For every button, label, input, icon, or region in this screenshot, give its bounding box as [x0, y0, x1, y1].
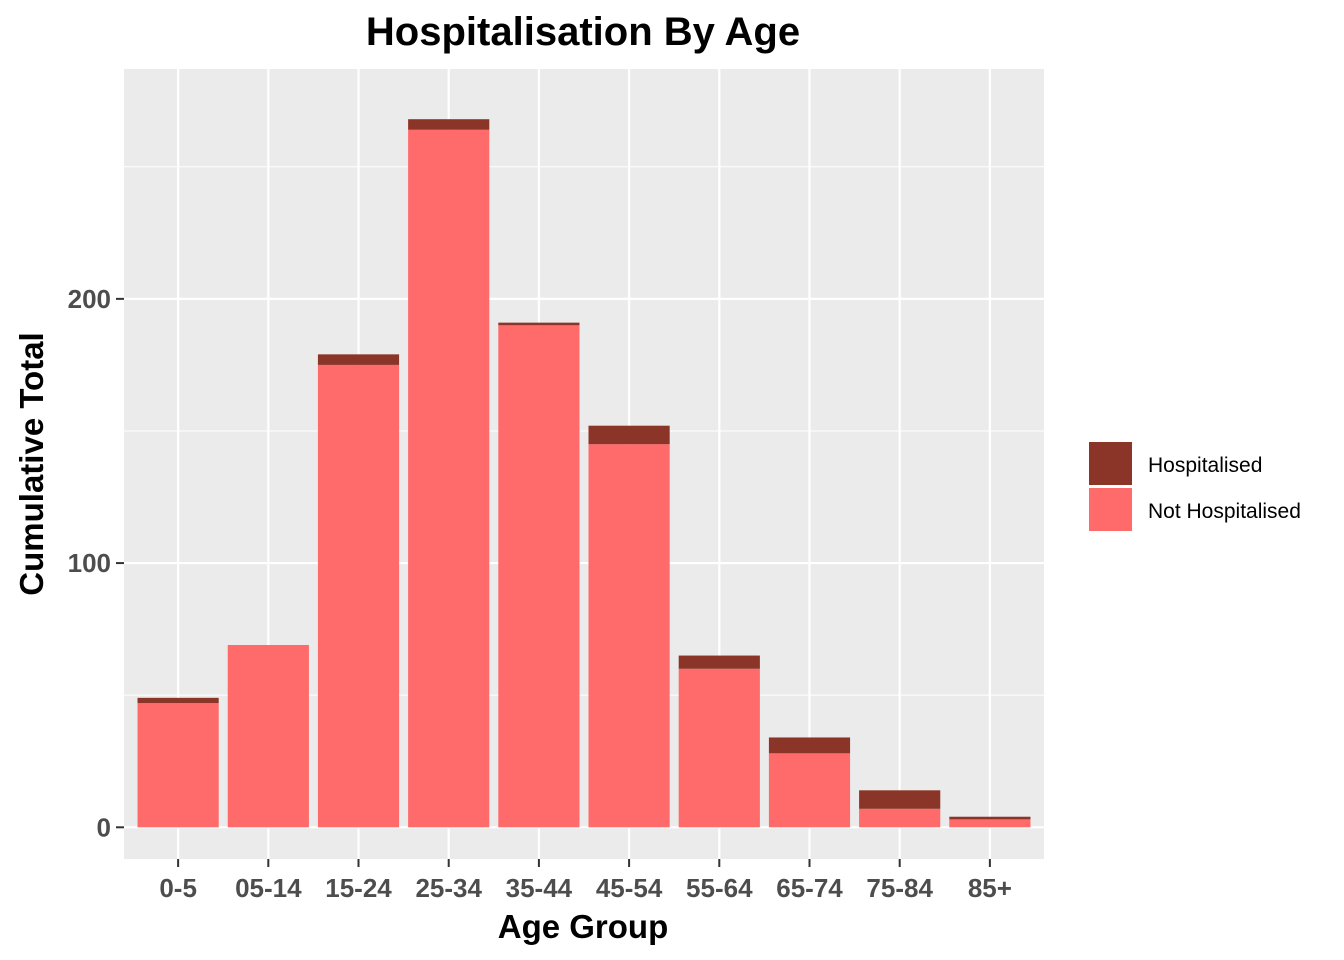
- chart-title: Hospitalisation By Age: [366, 10, 800, 54]
- bar-hospitalised: [588, 425, 670, 445]
- bar-hospitalised: [859, 790, 941, 809]
- bar-hospitalised: [317, 354, 400, 365]
- bar-not-hospitalised: [498, 325, 580, 828]
- bar-not-hospitalised: [588, 444, 670, 828]
- x-tick-label: 25-34: [415, 873, 482, 903]
- bar-hospitalised: [498, 322, 580, 326]
- bars: [137, 119, 1031, 828]
- bar-hospitalised: [408, 119, 490, 130]
- legend-key-hospitalised: [1089, 442, 1132, 485]
- legend-key-not-hospitalised: [1089, 488, 1132, 531]
- legend: Hospitalised Not Hospitalised: [1089, 442, 1301, 531]
- legend-label-hospitalised: Hospitalised: [1148, 454, 1262, 477]
- bar-not-hospitalised: [768, 753, 851, 828]
- y-tick-label: 100: [68, 548, 111, 578]
- axis-ticks: 0 100 200 0-5 05-14 15-24 25-34 35-44 45-54 55-64…: [68, 284, 1012, 903]
- x-tick-label: 65-74: [776, 873, 843, 903]
- legend-label-not-hospitalised: Not Hospitalised: [1148, 500, 1301, 523]
- bar-not-hospitalised: [949, 819, 1031, 828]
- bar-hospitalised: [137, 697, 219, 704]
- bar-hospitalised: [949, 816, 1031, 820]
- bar-hospitalised: [768, 737, 851, 754]
- x-tick-label: 45-54: [596, 873, 663, 903]
- bar-not-hospitalised: [678, 668, 760, 828]
- y-tick-label: 200: [68, 284, 111, 314]
- bar-not-hospitalised: [408, 129, 490, 828]
- x-tick-label: 75-84: [866, 873, 933, 903]
- x-tick-label: 55-64: [686, 873, 753, 903]
- bar-not-hospitalised: [317, 364, 400, 828]
- bar-hospitalised: [678, 655, 760, 669]
- x-tick-label: 05-14: [235, 873, 302, 903]
- bar-not-hospitalised: [227, 644, 309, 828]
- y-tick-label: 0: [97, 812, 111, 842]
- bar-not-hospitalised: [859, 808, 941, 828]
- y-axis-title: Cumulative Total: [13, 332, 50, 595]
- x-tick-label: 85+: [968, 873, 1012, 903]
- x-tick-label: 35-44: [506, 873, 573, 903]
- x-tick-label: 15-24: [325, 873, 392, 903]
- x-tick-label: 0-5: [159, 873, 197, 903]
- x-axis-title: Age Group: [498, 908, 669, 945]
- bar-not-hospitalised: [137, 703, 219, 828]
